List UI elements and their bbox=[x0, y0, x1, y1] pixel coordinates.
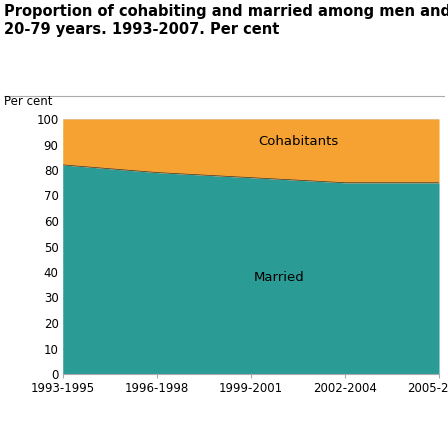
Text: Per cent: Per cent bbox=[4, 95, 53, 108]
Text: Proportion of cohabiting and married among men and women.
20-79 years. 1993-2007: Proportion of cohabiting and married amo… bbox=[4, 4, 448, 37]
Text: Married: Married bbox=[254, 271, 305, 283]
Text: Cohabitants: Cohabitants bbox=[258, 136, 338, 148]
